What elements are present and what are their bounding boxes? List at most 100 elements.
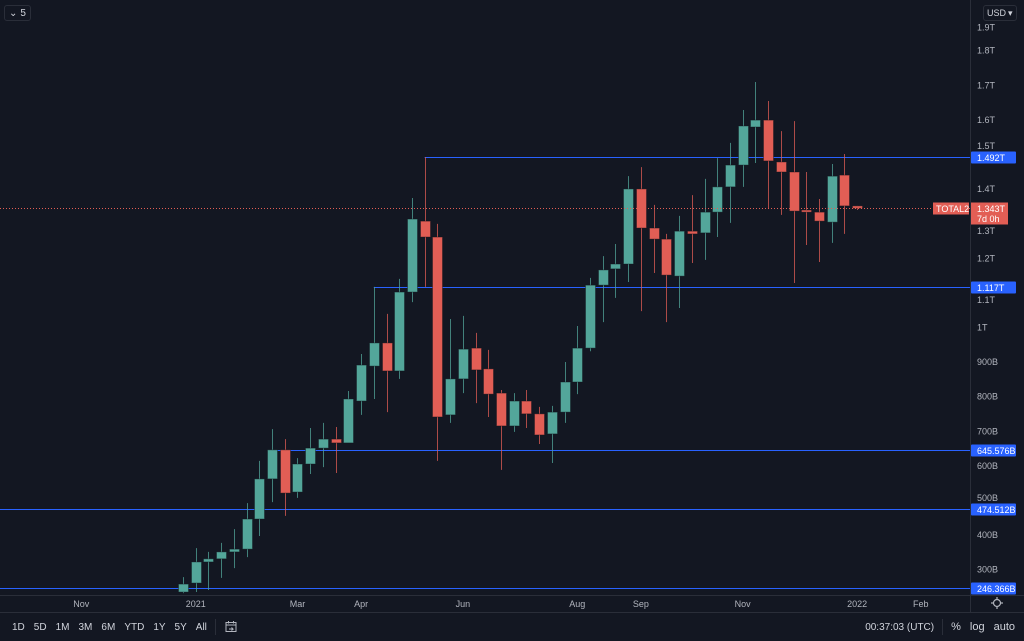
candle-down[interactable] [852, 205, 863, 211]
candle-down[interactable] [496, 389, 507, 470]
time-axis[interactable]: Nov 2021 Mar Apr Jun Aug Sep Nov 2022 Feb [73, 599, 928, 609]
time-tick-label: Nov [73, 599, 90, 609]
range-6m[interactable]: 6M [101, 621, 116, 633]
candle-down[interactable] [801, 171, 812, 245]
candle-down[interactable] [280, 439, 291, 516]
price-tick-label: 1.6T [977, 115, 996, 125]
candle-down[interactable] [789, 121, 800, 284]
time-tick-label: Jun [456, 599, 471, 609]
candle-body [572, 347, 583, 383]
candle-down[interactable] [763, 101, 774, 208]
settings-gear-icon[interactable] [991, 597, 1003, 609]
candle-down[interactable] [839, 154, 850, 234]
level-price-badge [971, 151, 1016, 164]
candle-up[interactable] [407, 197, 418, 303]
candle-down[interactable] [432, 223, 443, 461]
level-price-label: 645.576B [977, 446, 1016, 456]
candle-body [674, 230, 685, 277]
candle-up[interactable] [725, 142, 736, 223]
price-tick-label: 600B [977, 461, 998, 471]
candle-up[interactable] [700, 178, 711, 260]
candle-down[interactable] [649, 204, 660, 274]
level-price-label: 474.512B [977, 505, 1016, 515]
candle-body [318, 438, 329, 449]
candle-up[interactable] [674, 215, 685, 308]
candle-up[interactable] [356, 353, 367, 415]
candle-down[interactable] [382, 313, 393, 413]
candle-down[interactable] [534, 406, 545, 444]
candle-up[interactable] [369, 286, 380, 399]
range-1d[interactable]: 1D [12, 621, 25, 633]
auto-scale-toggle[interactable]: auto [993, 621, 1015, 633]
last-price-label: 1.343T [977, 204, 1006, 214]
range-1y[interactable]: 1Y [153, 621, 166, 633]
candle-up[interactable] [598, 256, 609, 323]
price-tick-label: 1.3T [977, 226, 996, 236]
candle-up[interactable] [610, 243, 621, 298]
level-price-badge [971, 444, 1016, 457]
candle-body [420, 220, 431, 238]
candle-down[interactable] [661, 233, 672, 323]
collapse-legend-button[interactable]: ⌄ 5 [4, 5, 31, 21]
candle-body [267, 449, 278, 480]
candle-up[interactable] [191, 548, 202, 593]
candle-up[interactable] [394, 278, 405, 379]
candle-down[interactable] [420, 157, 431, 287]
candle-up[interactable] [216, 542, 227, 578]
candle-body [852, 205, 863, 209]
candle-up[interactable] [242, 503, 253, 558]
candle-up[interactable] [305, 428, 316, 475]
candle-body [827, 175, 838, 223]
candle-up[interactable] [509, 393, 520, 432]
candle-body [839, 174, 850, 207]
range-all[interactable]: All [195, 621, 207, 633]
candle-up[interactable] [623, 176, 634, 283]
candle-down[interactable] [521, 389, 532, 429]
range-5d[interactable]: 5D [33, 621, 47, 633]
candle-up[interactable] [572, 325, 583, 395]
candle-body [445, 378, 456, 416]
last-price-badge [971, 202, 1008, 225]
candle-up[interactable] [229, 529, 240, 569]
candle-up[interactable] [267, 429, 278, 503]
candle-up[interactable] [458, 315, 469, 394]
candle-up[interactable] [178, 577, 189, 594]
candle-down[interactable] [331, 426, 342, 474]
candle-down[interactable] [814, 198, 825, 262]
candle-down[interactable] [776, 131, 787, 215]
range-ytd[interactable]: YTD [124, 621, 145, 633]
candle-body [242, 518, 253, 550]
log-scale-toggle[interactable]: log [969, 621, 985, 633]
candle-up[interactable] [343, 391, 354, 444]
currency-dropdown[interactable]: USD ▾ [983, 5, 1017, 21]
go-to-date-calendar-icon[interactable] [224, 620, 238, 634]
candle-up[interactable] [560, 361, 571, 423]
candle-down[interactable] [483, 349, 494, 417]
candle-up[interactable] [547, 405, 558, 463]
price-tick-label: 1.1T [977, 295, 996, 305]
range-3m[interactable]: 3M [78, 621, 93, 633]
candle-up[interactable] [203, 551, 214, 590]
candle-up[interactable] [585, 277, 596, 352]
candle-up[interactable] [827, 164, 838, 243]
utc-clock[interactable]: 00:37:03 (UTC) [865, 621, 935, 633]
chevron-down-icon: ▾ [1008, 7, 1013, 18]
candle-up[interactable] [750, 82, 761, 163]
candle-down[interactable] [471, 332, 482, 404]
candle-up[interactable] [712, 158, 723, 238]
candle-body [814, 211, 825, 222]
candle-up[interactable] [254, 460, 265, 536]
price-axis[interactable]: 1.9T 1.8T 1.7T 1.6T 1.5T 1.4T 1.3T 1.2T 1.1T 1T 90… [977, 23, 998, 575]
candle-body [661, 238, 672, 276]
candle-down[interactable] [687, 195, 698, 263]
candle-up[interactable] [292, 458, 303, 498]
range-1m[interactable]: 1M [55, 621, 70, 633]
range-5y[interactable]: 5Y [174, 621, 187, 633]
percent-scale-toggle[interactable]: % [951, 621, 961, 633]
candle-up[interactable] [738, 110, 749, 187]
candlestick-chart[interactable]: 1.9T 1.8T 1.7T 1.6T 1.5T 1.4T 1.3T 1.2T 1.1T 1T 90… [0, 0, 1024, 612]
candle-body [763, 119, 774, 162]
candle-up[interactable] [318, 422, 329, 468]
currency-label: USD [987, 8, 1007, 18]
candle-up[interactable] [445, 319, 456, 423]
